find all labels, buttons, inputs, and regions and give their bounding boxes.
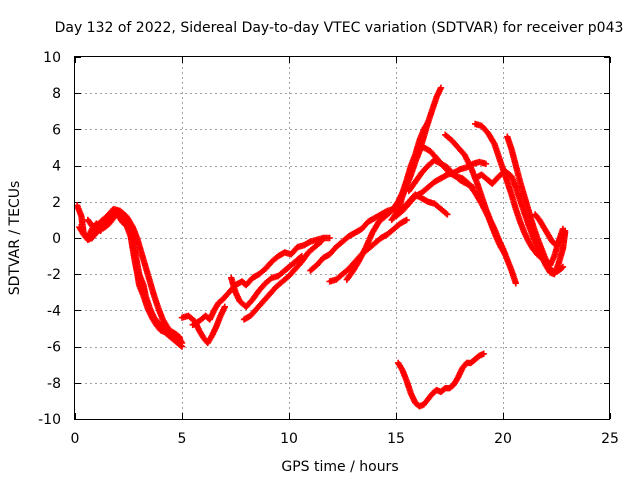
y-tick-label: 10 — [43, 50, 61, 66]
data-point — [437, 84, 445, 91]
series-track-4 — [178, 303, 228, 347]
data-point — [326, 234, 333, 242]
plot-frame — [74, 56, 610, 420]
x-tick-label: 10 — [280, 431, 298, 447]
chart-title: Day 132 of 2022, Sidereal Day-to-day VTE… — [55, 20, 624, 36]
x-tick-label: 20 — [494, 431, 512, 447]
y-axis-label: SDTVAR / TECUs — [7, 181, 23, 296]
y-tick-label: -8 — [47, 376, 61, 392]
y-tick-label: -4 — [47, 303, 61, 319]
y-tick-label: -6 — [47, 340, 61, 356]
data-point — [316, 239, 324, 246]
series-track-16 — [442, 131, 520, 287]
data-point — [561, 227, 569, 234]
series-track-14 — [399, 191, 451, 218]
series-track-19 — [504, 133, 567, 269]
data-point — [317, 238, 325, 245]
x-axis-label: GPS time / hours — [281, 459, 398, 475]
series-track-20 — [531, 211, 569, 249]
data-point — [482, 160, 490, 167]
y-tick-label: 6 — [52, 122, 61, 138]
axis-ticks — [75, 57, 611, 420]
data-point — [559, 263, 567, 271]
series-track-8 — [307, 205, 398, 274]
series-track-9 — [326, 216, 410, 285]
x-tick-label: 0 — [71, 431, 80, 447]
data-point — [221, 303, 228, 310]
data-series — [73, 84, 569, 410]
y-tick-label: 4 — [52, 159, 61, 175]
tick-labels: 0 5 10 15 20 25 -10 -8 -6 -4 -2 0 2 4 6 8 10 — [38, 50, 619, 447]
y-tick-label: -2 — [47, 267, 61, 283]
series-track-7 — [240, 238, 325, 323]
x-tick-label: 5 — [178, 431, 187, 447]
y-tick-label: -10 — [38, 412, 61, 428]
data-point — [480, 350, 487, 358]
data-point — [403, 216, 410, 224]
y-tick-label: 0 — [52, 231, 61, 247]
y-tick-label: 8 — [52, 86, 61, 102]
y-tick-label: 2 — [52, 195, 61, 211]
data-point — [442, 210, 450, 217]
series-track-21 — [394, 350, 487, 410]
data-point — [178, 339, 186, 347]
series-track-3 — [84, 205, 186, 347]
data-point — [444, 211, 451, 218]
data-point — [512, 280, 520, 287]
x-tick-label: 15 — [387, 431, 405, 447]
series-track-6 — [228, 252, 306, 310]
series-track-18 — [471, 167, 569, 278]
series-track-5 — [189, 234, 333, 329]
x-tick-label: 25 — [601, 431, 619, 447]
